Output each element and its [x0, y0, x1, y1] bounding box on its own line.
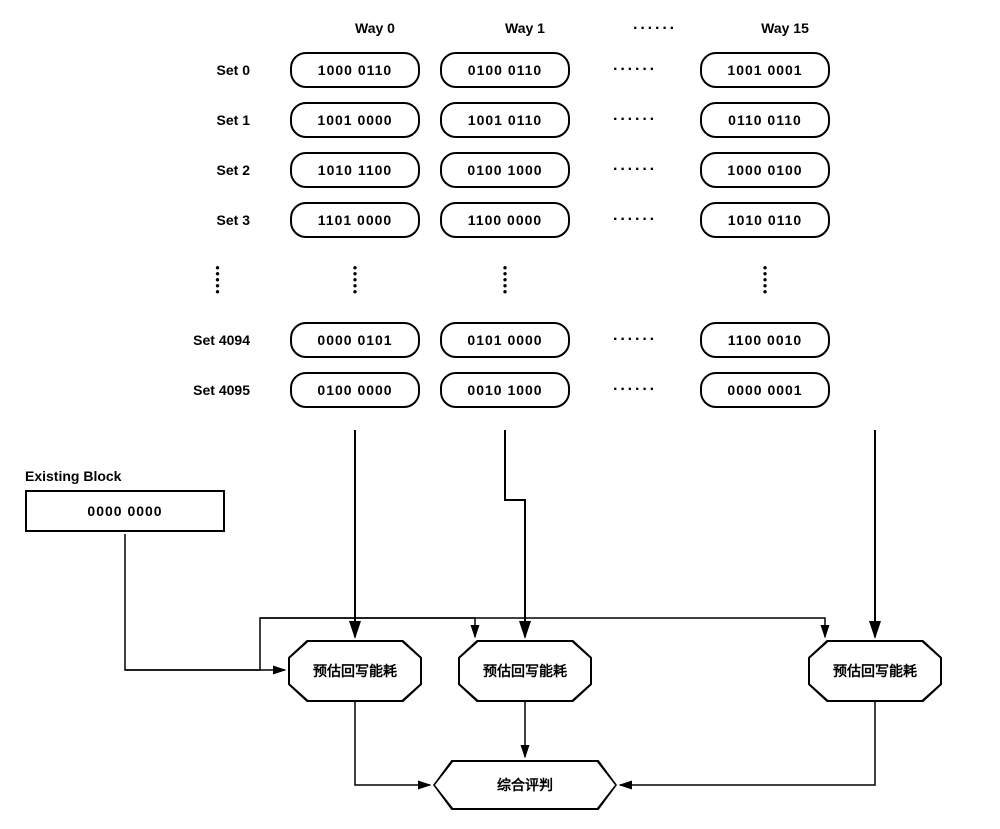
row-ellipsis: ······ — [580, 331, 690, 349]
col-header-way1: Way 1 — [450, 20, 600, 38]
cache-cell: 0101 0000 — [440, 322, 570, 358]
cache-cell: 0100 1000 — [440, 152, 570, 188]
row-label-ellipsis: ●●●●● — [80, 265, 280, 295]
row-ellipsis: ······ — [580, 381, 690, 399]
row-label: Set 3 — [80, 212, 280, 228]
cache-cell: 1001 0001 — [700, 52, 830, 88]
existing-block-value: 0000 0000 — [25, 490, 225, 532]
table-row: Set 0 1000 0110 0100 0110 ······ 1001 0001 — [80, 52, 980, 88]
col-ellipsis: ······ — [600, 20, 710, 38]
cache-cell: 1001 0110 — [440, 102, 570, 138]
cache-cell: 1000 0110 — [290, 52, 420, 88]
estimate-node-1: 预估回写能耗 — [458, 640, 592, 702]
cache-cell: 1010 0110 — [700, 202, 830, 238]
cache-cell: 0010 1000 — [440, 372, 570, 408]
cache-cell: 1001 0000 — [290, 102, 420, 138]
estimate-node-0-label: 预估回写能耗 — [290, 642, 420, 700]
col0-vellipsis: ●●●●● — [280, 265, 430, 295]
table-row: Set 4095 0100 0000 0010 1000 ······ 0000 000… — [80, 372, 980, 408]
table-row: Set 3 1101 0000 1100 0000 ······ 1010 0110 — [80, 202, 980, 238]
col-header-way0: Way 0 — [300, 20, 450, 38]
final-node-label: 综合评判 — [435, 762, 615, 808]
cache-cell: 0000 0001 — [700, 372, 830, 408]
row-label: Set 4094 — [80, 332, 280, 348]
row-label: Set 1 — [80, 112, 280, 128]
row-label: Set 0 — [80, 62, 280, 78]
column-headers: Way 0 Way 1 ······ Way 15 — [300, 20, 980, 38]
cache-cell: 0100 0110 — [440, 52, 570, 88]
cache-cell: 1000 0100 — [700, 152, 830, 188]
cache-cell: 1100 0000 — [440, 202, 570, 238]
col15-vellipsis: ●●●●● — [690, 265, 840, 295]
row-ellipsis: ······ — [580, 211, 690, 229]
cache-cell: 1101 0000 — [290, 202, 420, 238]
cache-cell: 0110 0110 — [700, 102, 830, 138]
existing-block-label: Existing Block — [25, 468, 121, 484]
estimate-node-0: 预估回写能耗 — [288, 640, 422, 702]
row-ellipsis: ······ — [580, 161, 690, 179]
cache-grid: Way 0 Way 1 ······ Way 15 Set 0 1000 0110… — [80, 20, 980, 408]
row-ellipsis: ······ — [580, 61, 690, 79]
table-row: Set 4094 0000 0101 0101 0000 ······ 1100 001… — [80, 322, 980, 358]
estimate-node-2-label: 预估回写能耗 — [810, 642, 940, 700]
row-vertical-ellipsis: ●●●●● ●●●●● ●●●●● ●●●●● — [80, 252, 980, 308]
cache-cell: 1100 0010 — [700, 322, 830, 358]
cache-cell: 1010 1100 — [290, 152, 420, 188]
row-label: Set 4095 — [80, 382, 280, 398]
estimate-node-1-label: 预估回写能耗 — [460, 642, 590, 700]
cache-cell: 0000 0101 — [290, 322, 420, 358]
cache-cell: 0100 0000 — [290, 372, 420, 408]
col1-vellipsis: ●●●●● — [430, 265, 580, 295]
estimate-node-2: 预估回写能耗 — [808, 640, 942, 702]
final-node: 综合评判 — [433, 760, 617, 810]
table-row: Set 2 1010 1100 0100 1000 ······ 1000 0100 — [80, 152, 980, 188]
row-ellipsis: ······ — [580, 111, 690, 129]
table-row: Set 1 1001 0000 1001 0110 ······ 0110 0110 — [80, 102, 980, 138]
row-label: Set 2 — [80, 162, 280, 178]
col-header-way15: Way 15 — [710, 20, 860, 38]
